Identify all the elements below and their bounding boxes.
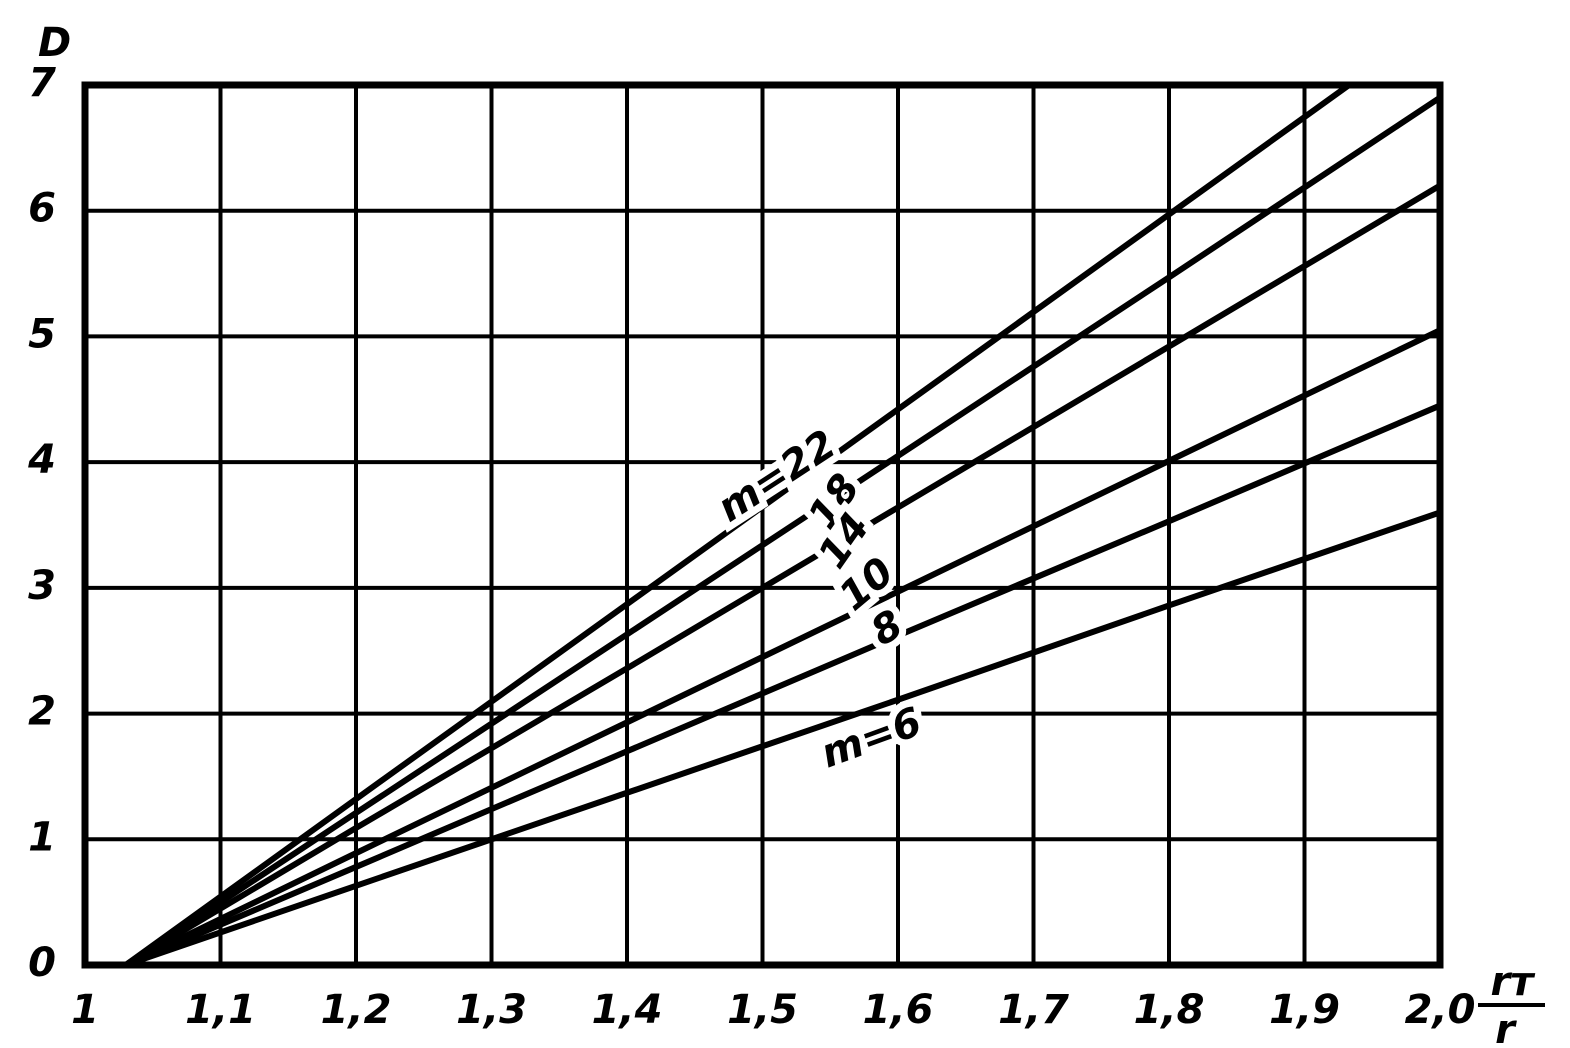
x-tick-label: 1 [71, 987, 99, 1033]
y-tick-label: 4 [27, 437, 56, 483]
series-line [124, 327, 1440, 965]
plot-area [123, 85, 1440, 965]
x-tick-label: 1,8 [1134, 987, 1205, 1033]
x-tick-label: 1,1 [185, 987, 256, 1033]
y-tick-label: 7 [28, 60, 56, 106]
x-tick-label: 1,2 [321, 987, 392, 1033]
x-axis-label-numerator: rт [1491, 959, 1537, 1005]
y-tick-label: 0 [28, 940, 56, 986]
series-line [123, 95, 1440, 965]
x-tick-label: 1,5 [727, 987, 798, 1033]
y-tick-label: 6 [28, 186, 56, 232]
series-line [124, 402, 1440, 965]
x-tick-label: 1,3 [456, 987, 527, 1033]
y-tick-label: 5 [28, 311, 56, 357]
x-tick-label: 1,6 [863, 987, 934, 1033]
x-tick-label: 1,7 [998, 987, 1069, 1033]
y-tick-label: 1 [28, 814, 56, 860]
x-tick-label: 1,9 [1269, 987, 1340, 1033]
y-tick-label: 2 [28, 689, 56, 735]
series-line [124, 509, 1440, 965]
y-axis-label: D [38, 20, 71, 66]
x-tick-label: 1,4 [592, 987, 663, 1033]
x-tick-label: 2,0 [1405, 987, 1476, 1033]
series-line [124, 182, 1440, 965]
x-axis-label-denominator: r [1495, 1007, 1517, 1048]
series-line [123, 85, 1355, 965]
plot-border [81, 81, 1444, 969]
y-tick-label: 3 [28, 563, 56, 609]
